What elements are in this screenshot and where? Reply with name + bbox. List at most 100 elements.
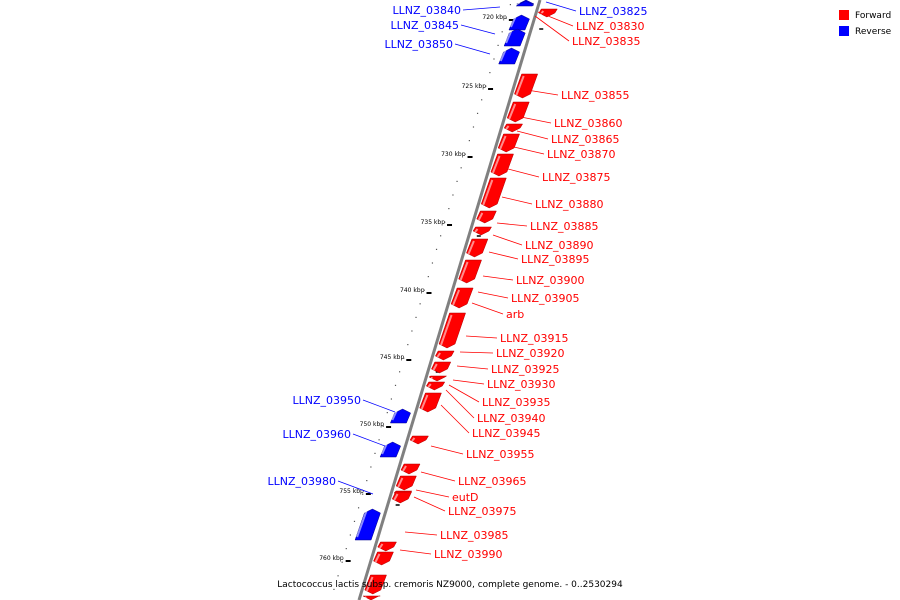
ruler-minor-tick (390, 398, 393, 400)
gene-label-llnz_03855[interactable]: LLNZ_03855 (561, 89, 630, 102)
gene-block-highlight (510, 16, 517, 28)
gene-label-llnz_03905[interactable]: LLNZ_03905 (511, 292, 580, 305)
ruler-minor-tick (472, 126, 475, 128)
leader-line (496, 222, 528, 227)
ruler-minor-tick (357, 507, 360, 509)
position-ruler: 720 kbp 725 kbp 730 kbp 735 kbp 740 kbp 745 k… (319, 4, 544, 590)
ruler-minor-tick (435, 248, 438, 250)
ruler-tick-label: 745 kbp (380, 354, 405, 361)
gene-block-llnz_03850[interactable] (503, 28, 526, 47)
gene-label-llnz_03925[interactable]: LLNZ_03925 (491, 363, 560, 376)
gene-block-llnz_03865[interactable] (503, 123, 524, 133)
gene-label-llnz_03990[interactable]: LLNZ_03990 (434, 548, 503, 561)
gene-block-highlight (381, 443, 388, 455)
gene-block-llnz_03875[interactable] (490, 153, 514, 177)
gene-label-llnz_03825[interactable]: LLNZ_03825 (579, 5, 648, 18)
gene-label-eutd[interactable]: eutD (452, 491, 479, 504)
gene-label-llnz_03960[interactable]: LLNZ_03960 (282, 428, 351, 441)
gene-label-llnz_03840[interactable]: LLNZ_03840 (392, 4, 461, 17)
gene-label-llnz_03835[interactable]: LLNZ_03835 (572, 35, 641, 48)
gene-label-llnz_03870[interactable]: LLNZ_03870 (547, 148, 616, 161)
gene-label-llnz_03965[interactable]: LLNZ_03965 (458, 475, 527, 488)
ruler-minor-tick (341, 561, 343, 563)
gene-block-llnz_03950[interactable] (390, 408, 411, 424)
leader-line (352, 433, 386, 447)
gene-block-llnz_03895[interactable] (466, 238, 489, 258)
gene-block-llnz_03870[interactable] (497, 133, 520, 153)
gene-block-highlight (440, 314, 453, 346)
gene-label-llnz_03915[interactable]: LLNZ_03915 (500, 332, 569, 345)
gene-block-highlight (482, 179, 494, 206)
gene-label-llnz_03900[interactable]: LLNZ_03900 (516, 274, 585, 287)
gene-label-llnz_03830[interactable]: LLNZ_03830 (576, 20, 645, 33)
gene-block-highlight (420, 394, 429, 410)
gene-label-llnz_03955[interactable]: LLNZ_03955 (466, 448, 535, 461)
gene-block-highlight (427, 383, 432, 388)
gene-label-llnz_03880[interactable]: LLNZ_03880 (535, 198, 604, 211)
gene-block-llnz_03990[interactable] (362, 595, 381, 600)
ruler-minor-tick (349, 534, 351, 536)
gene-label-llnz_03895[interactable]: LLNZ_03895 (521, 253, 590, 266)
gene-label-llnz_03980[interactable]: LLNZ_03980 (267, 475, 336, 488)
gene-block-highlight (515, 75, 525, 96)
gene-label-llnz_03935[interactable]: LLNZ_03935 (482, 396, 551, 409)
gene-label-llnz_03885[interactable]: LLNZ_03885 (530, 220, 599, 233)
ruler-minor-tick (423, 289, 425, 291)
leader-line (456, 365, 489, 370)
ruler-minor-tick (370, 466, 372, 468)
gene-block-llnz_03890[interactable] (472, 226, 492, 236)
ruler-minor-tick (382, 425, 384, 427)
gene-label-llnz_03950[interactable]: LLNZ_03950 (292, 394, 361, 407)
gene-block-llnz_03990[interactable] (364, 574, 387, 595)
ruler-tick-label: 755 kbp (339, 488, 364, 495)
gene-label-llnz_03860[interactable]: LLNZ_03860 (554, 117, 623, 130)
leader-line (440, 404, 470, 434)
gene-block-llnz_03855[interactable] (514, 73, 539, 99)
ruler-minor-tick (399, 371, 401, 373)
gene-block-llnz_03955[interactable] (409, 435, 429, 445)
gene-block-llnz_03940[interactable] (419, 392, 442, 413)
leader-line (465, 335, 498, 339)
leader-line (415, 489, 450, 498)
gene-block-highlight (459, 261, 469, 281)
gene-block-highlight (505, 30, 513, 44)
gene-block-llnz_03900[interactable] (458, 259, 482, 284)
leader-line (404, 531, 438, 536)
gene-label-llnz_03945[interactable]: LLNZ_03945 (472, 427, 541, 440)
gene-label-llnz_03940[interactable]: LLNZ_03940 (477, 412, 546, 425)
gene-label-llnz_03930[interactable]: LLNZ_03930 (487, 378, 556, 391)
gene-label-llnz_03890[interactable]: LLNZ_03890 (525, 239, 594, 252)
leader-line (420, 471, 456, 482)
leader-line (516, 130, 549, 140)
ruler-minor-tick (427, 276, 429, 278)
gene-block-llnz_03935[interactable] (425, 381, 446, 391)
gene-block-arb[interactable] (438, 312, 466, 349)
leader-line (507, 168, 540, 178)
gene-block-llnz_03840[interactable] (515, 0, 535, 7)
gene-block-llnz_03880[interactable] (480, 177, 507, 209)
ruler-minor-tick (378, 439, 380, 441)
ruler-minor-tick (444, 221, 446, 223)
gene-label-llnz_03845[interactable]: LLNZ_03845 (390, 19, 459, 32)
ruler-minor-tick (345, 548, 347, 550)
gene-label-arb[interactable]: arb (506, 308, 524, 321)
gene-label-llnz_03920[interactable]: LLNZ_03920 (496, 347, 565, 360)
gene-block-llnz_03905[interactable] (450, 287, 474, 309)
ruler-minor-tick (476, 112, 479, 114)
ruler-minor-tick (353, 520, 356, 522)
gene-block-llnz_03980[interactable] (354, 508, 381, 541)
gene-block-llnz_03930[interactable] (428, 375, 448, 382)
leader-line (501, 196, 533, 205)
gene-label-llnz_03850[interactable]: LLNZ_03850 (384, 38, 453, 51)
gene-block-llnz_03860[interactable] (506, 101, 530, 123)
gene-block-highlight (391, 410, 398, 421)
ruler-tick-label: 725 kbp (462, 83, 487, 90)
gene-block-highlight (393, 493, 399, 501)
gene-label-llnz_03875[interactable]: LLNZ_03875 (542, 171, 611, 184)
gene-label-llnz_03865[interactable]: LLNZ_03865 (551, 133, 620, 146)
gene-label-llnz_03985[interactable]: LLNZ_03985 (440, 529, 509, 542)
leader-line (537, 11, 574, 27)
ruler-minor-tick (452, 194, 454, 196)
gene-label-llnz_03975[interactable]: LLNZ_03975 (448, 505, 517, 518)
